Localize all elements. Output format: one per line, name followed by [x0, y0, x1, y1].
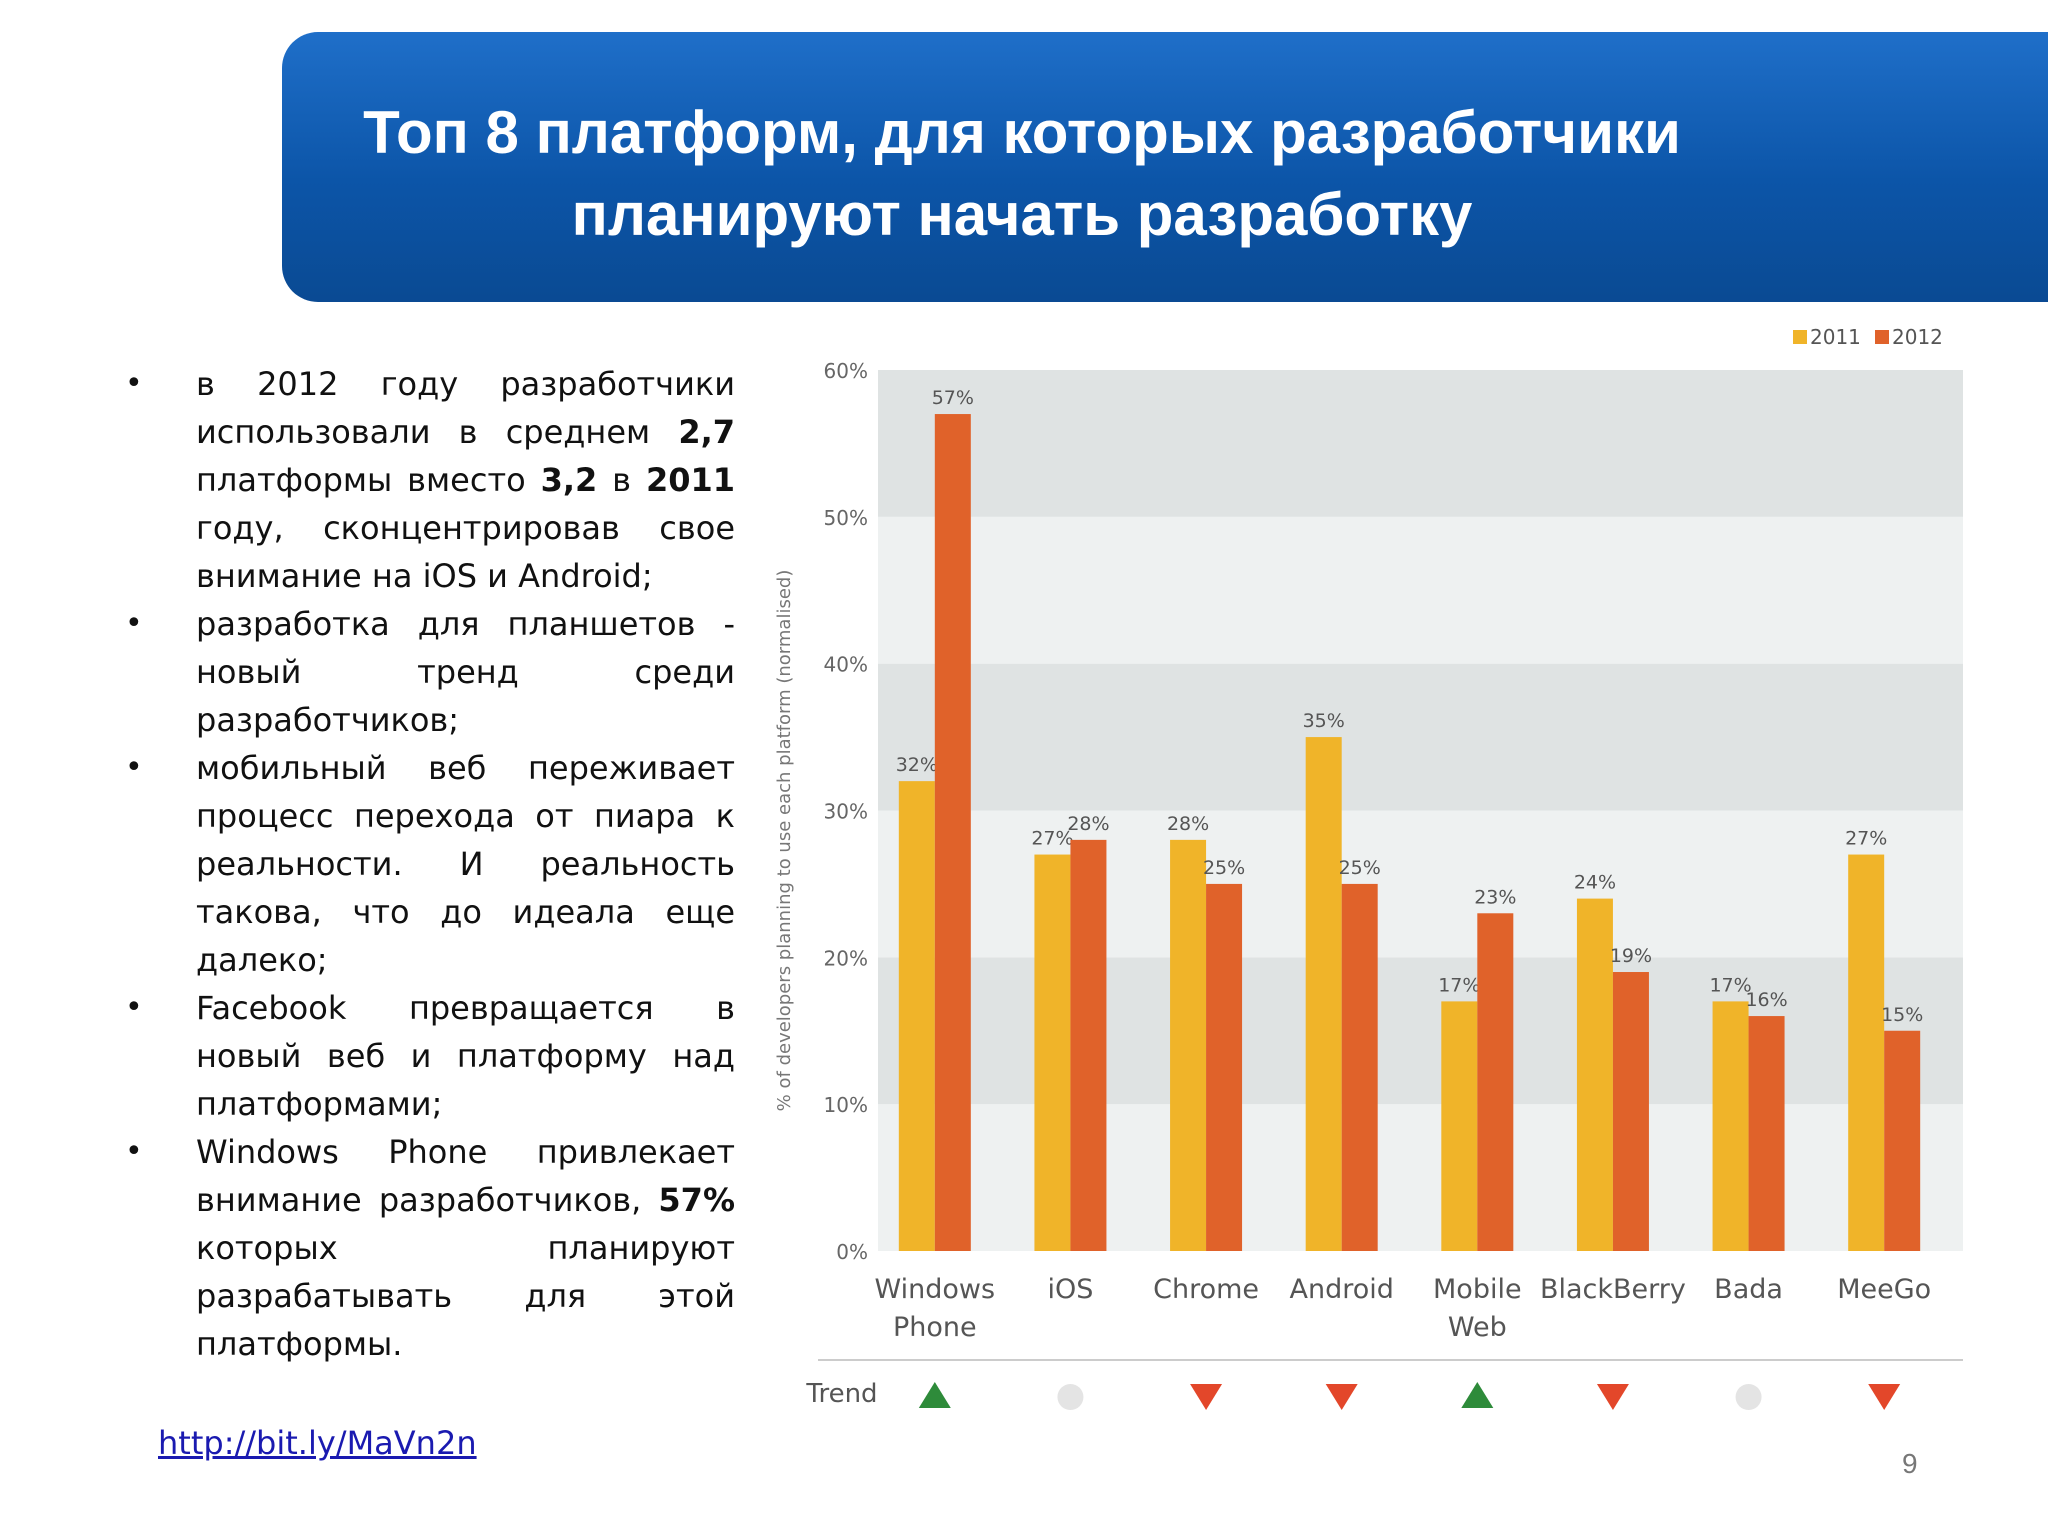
legend-label-2012: 2012: [1892, 325, 1943, 349]
slide-title: Топ 8 платформ, для которых разработчики…: [282, 92, 1762, 256]
bar-2011: [1712, 1001, 1749, 1251]
data-label-2012: 16%: [1745, 989, 1787, 1011]
data-label-2011: 17%: [1709, 974, 1751, 996]
grid-band: [878, 516, 1963, 664]
bullet-list: в 2012 году разработчики использовали в …: [125, 360, 735, 1368]
bar-2011: [1034, 854, 1071, 1251]
bullet-emphasis: 2011: [645, 461, 736, 499]
data-label-2011: 27%: [1845, 828, 1887, 850]
category-label: iOS: [1047, 1274, 1093, 1305]
bullet-text: году, сконцентрировав свое внимание на i…: [196, 509, 735, 595]
bar-2012: [934, 414, 971, 1251]
bullet-text: мобильный веб переживает процесс переход…: [196, 749, 735, 979]
bar-2011: [1305, 737, 1342, 1251]
bar-2012: [1206, 883, 1243, 1251]
bullet-text: которых планируют разрабатывать для этой…: [196, 1229, 735, 1363]
bullet-item: разработка для планшетов - новый тренд с…: [125, 600, 735, 744]
bullet-emphasis: 3,2: [540, 461, 598, 499]
bullet-emphasis: 2,7: [678, 413, 735, 451]
bullet-text: Windows Phone привлекает внимание разраб…: [196, 1133, 735, 1219]
category-label: Web: [1448, 1312, 1507, 1343]
grid-band: [878, 370, 1963, 517]
y-tick-label: 30%: [824, 800, 868, 824]
bullet-item: мобильный веб переживает процесс переход…: [125, 744, 735, 984]
data-label-2011: 27%: [1031, 828, 1073, 850]
bar-2012: [1748, 1016, 1785, 1251]
trend-up-icon: [918, 1382, 951, 1408]
y-tick-label: 40%: [824, 653, 868, 677]
bullet-text: в 2012 году разработчики использовали в …: [196, 365, 735, 451]
bar-2012: [1070, 839, 1107, 1251]
data-label-2012: 25%: [1339, 857, 1381, 879]
data-label-2011: 17%: [1438, 974, 1480, 996]
bullet-text: разработка для планшетов - новый тренд с…: [196, 605, 735, 739]
y-tick-label: 0%: [836, 1240, 868, 1264]
legend-swatch-2012: [1875, 330, 1889, 344]
bar-2012: [1341, 883, 1378, 1251]
source-link[interactable]: http://bit.ly/MaVn2n: [158, 1424, 477, 1462]
trend-neutral-icon: [1057, 1384, 1084, 1410]
trend-up-icon: [1461, 1382, 1494, 1408]
bar-2011: [1441, 1001, 1478, 1251]
legend-swatch-2011: [1793, 330, 1807, 344]
bullet-text: Facebook превращается в новый веб и плат…: [196, 989, 735, 1123]
y-axis-title: % of developers planning to use each pla…: [774, 570, 795, 1112]
data-label-2012: 19%: [1610, 945, 1652, 967]
y-tick-label: 20%: [824, 946, 868, 970]
trend-down-icon: [1325, 1384, 1358, 1410]
category-label: Mobile: [1433, 1274, 1522, 1305]
category-label: BlackBerry: [1540, 1274, 1686, 1305]
category-label: Bada: [1714, 1274, 1783, 1305]
trend-down-icon: [1190, 1384, 1223, 1410]
data-label-2011: 35%: [1303, 710, 1345, 732]
category-label: Windows: [875, 1274, 996, 1305]
slide-title-line-2: планируют начать разработку: [571, 181, 1473, 248]
data-label-2011: 24%: [1574, 872, 1616, 894]
category-label: MeeGo: [1837, 1274, 1931, 1305]
bar-2012: [1612, 972, 1649, 1251]
y-tick-label: 60%: [824, 359, 868, 383]
data-label-2012: 23%: [1474, 886, 1516, 908]
category-label: Chrome: [1153, 1274, 1259, 1305]
page-number: 9: [1902, 1448, 1918, 1479]
bar-2012: [1884, 1030, 1921, 1251]
bar-2011: [1170, 839, 1207, 1251]
bullet-emphasis: 57%: [658, 1181, 735, 1219]
trend-down-icon: [1596, 1384, 1629, 1410]
title-banner: [282, 32, 2048, 302]
trend-neutral-icon: [1735, 1384, 1762, 1410]
bullet-item: Windows Phone привлекает внимание разраб…: [125, 1128, 735, 1368]
bar-2012: [1477, 913, 1514, 1251]
y-tick-label: 10%: [824, 1093, 868, 1117]
bar-chart: 0% 10% 20% 30% 40% 50% 60% % of developers plan…: [774, 325, 1963, 1410]
bar-2011: [1576, 898, 1613, 1251]
data-label-2012: 28%: [1067, 813, 1109, 835]
data-label-2011: 32%: [896, 754, 938, 776]
bar-2011: [1848, 854, 1885, 1251]
grid-band: [878, 663, 1963, 811]
bullet-item: Facebook превращается в новый веб и плат…: [125, 984, 735, 1128]
category-label: Android: [1289, 1274, 1393, 1305]
data-label-2012: 57%: [932, 387, 974, 409]
trend-label: Trend: [805, 1379, 877, 1409]
trend-down-icon: [1868, 1384, 1901, 1410]
y-tick-label: 50%: [824, 506, 868, 530]
category-label: Phone: [893, 1312, 977, 1343]
data-label-2011: 28%: [1167, 813, 1209, 835]
bullet-text: в: [597, 461, 646, 499]
data-label-2012: 25%: [1203, 857, 1245, 879]
data-label-2012: 15%: [1881, 1004, 1923, 1026]
bar-2011: [898, 781, 935, 1251]
bullet-item: в 2012 году разработчики использовали в …: [125, 360, 735, 600]
legend-label-2011: 2011: [1810, 325, 1861, 349]
bullet-text: платформы вместо: [196, 461, 541, 499]
slide-title-line-1: Топ 8 платформ, для которых разработчики: [363, 99, 1681, 166]
